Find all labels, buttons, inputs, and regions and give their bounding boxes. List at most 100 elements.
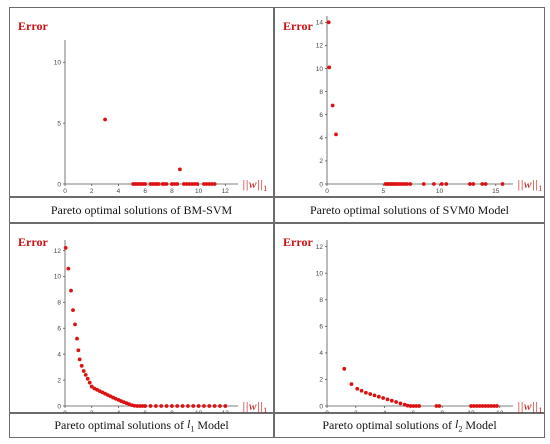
- y-tick-label: 8: [319, 297, 323, 304]
- data-point: [480, 182, 485, 186]
- data-point: [398, 401, 403, 406]
- data-point: [474, 404, 479, 408]
- data-point: [405, 403, 410, 408]
- data-point: [172, 182, 177, 186]
- data-point: [355, 386, 360, 391]
- data-point: [177, 167, 182, 172]
- chart-bm-svm: 0 2 4 6 8 10 12 0 5 10 Error ||w||1: [18, 19, 267, 195]
- data-point: [187, 182, 192, 186]
- data-point: [196, 404, 201, 408]
- x-axis-label: ||w||1: [517, 177, 542, 193]
- data-point: [471, 404, 476, 408]
- x-tick-label: 12: [222, 188, 230, 195]
- data-point: [389, 398, 394, 403]
- data-point: [76, 348, 81, 353]
- data-point: [421, 182, 426, 186]
- data-point: [394, 400, 399, 404]
- data-point: [223, 404, 228, 408]
- data-point: [186, 404, 190, 408]
- data-point: [202, 404, 206, 408]
- caption-prefix: Pareto optimal solutions of: [54, 418, 184, 432]
- data-point: [431, 182, 436, 186]
- data-point: [444, 182, 449, 186]
- x-axis-label: ||w||1: [242, 399, 267, 415]
- data-point: [385, 397, 390, 402]
- y-tick-label: 2: [57, 377, 61, 384]
- data-point: [192, 182, 197, 186]
- data-point: [330, 103, 335, 108]
- data-point: [191, 404, 196, 408]
- data-point: [175, 182, 180, 186]
- data-point: [326, 20, 331, 25]
- data-point: [439, 182, 444, 186]
- data-point: [69, 288, 73, 293]
- y-tick-label: 0: [319, 403, 323, 410]
- data-point: [164, 182, 169, 186]
- data-point: [437, 404, 442, 408]
- y-tick-label: 2: [319, 377, 323, 384]
- x-tick-label: 0: [325, 188, 329, 195]
- y-tick-label: 4: [57, 351, 61, 358]
- figure-grid: 0 2 4 6 8 10 12 0 5 10 Error ||w||1 Pareto optimal …: [9, 7, 545, 438]
- panel-l1: 024681012024681012Error||w||1: [9, 223, 274, 417]
- caption-math: l2: [455, 417, 462, 433]
- data-point: [349, 382, 354, 386]
- y-axis-label: Error: [283, 19, 313, 33]
- y-tick-label: 12: [316, 43, 324, 50]
- data-point: [175, 404, 180, 408]
- caption-bm-svm: Pareto optimal solutions of BM-SVM: [9, 197, 274, 223]
- caption-suffix: Model: [465, 418, 497, 432]
- data-point: [164, 404, 169, 408]
- y-tick-label: 4: [319, 135, 323, 142]
- data-point: [469, 404, 473, 408]
- caption-svm0: Pareto optimal solutions of SVM0 Model: [274, 197, 545, 223]
- data-point: [135, 404, 140, 408]
- data-point: [190, 182, 194, 186]
- data-point: [207, 404, 212, 408]
- data-point: [83, 372, 88, 377]
- y-tick-label: 2: [319, 158, 323, 165]
- x-tick-label: 10: [436, 188, 444, 195]
- data-point: [334, 132, 338, 137]
- x-tick-label: 2: [90, 188, 94, 195]
- data-point: [73, 322, 77, 327]
- data-point: [500, 182, 505, 186]
- caption-sub: 1: [190, 424, 195, 434]
- data-point: [148, 404, 153, 408]
- data-point: [210, 182, 214, 186]
- data-point: [434, 404, 439, 408]
- caption-l1: Pareto optimal solutions of l1 Model: [9, 413, 274, 438]
- data-point: [486, 404, 491, 408]
- chart-l2: 024681012024681012Error||w||1: [283, 235, 542, 417]
- caption-text: Pareto optimal solutions of SVM0 Model: [310, 202, 509, 217]
- x-tick-label: 5: [381, 188, 385, 195]
- y-tick-label: 6: [57, 326, 61, 333]
- y-tick-label: 5: [57, 120, 61, 127]
- data-point: [218, 404, 222, 408]
- data-point: [342, 366, 347, 371]
- data-point: [359, 388, 364, 393]
- data-point: [75, 336, 79, 341]
- data-point: [207, 182, 212, 186]
- data-point: [153, 404, 158, 408]
- data-point: [184, 182, 189, 186]
- x-axis-label: ||w||1: [242, 177, 267, 193]
- data-point: [81, 369, 86, 373]
- data-point: [156, 182, 161, 186]
- y-tick-label: 8: [319, 89, 323, 96]
- chart-l1: 024681012024681012Error||w||1: [18, 235, 267, 417]
- x-tick-label: 4: [117, 188, 121, 195]
- data-point: [483, 404, 488, 408]
- data-point: [368, 392, 373, 396]
- data-point: [471, 182, 476, 186]
- data-point: [477, 404, 482, 408]
- y-tick-label: 6: [319, 324, 323, 331]
- data-point: [89, 384, 94, 389]
- data-point: [495, 404, 499, 408]
- data-point: [381, 396, 386, 400]
- caption-text: Pareto optimal solutions of BM-SVM: [50, 202, 233, 217]
- y-tick-label: 10: [316, 66, 324, 73]
- data-point: [483, 182, 488, 186]
- caption-prefix: Pareto optimal solutions of: [322, 418, 452, 432]
- data-point: [327, 65, 332, 70]
